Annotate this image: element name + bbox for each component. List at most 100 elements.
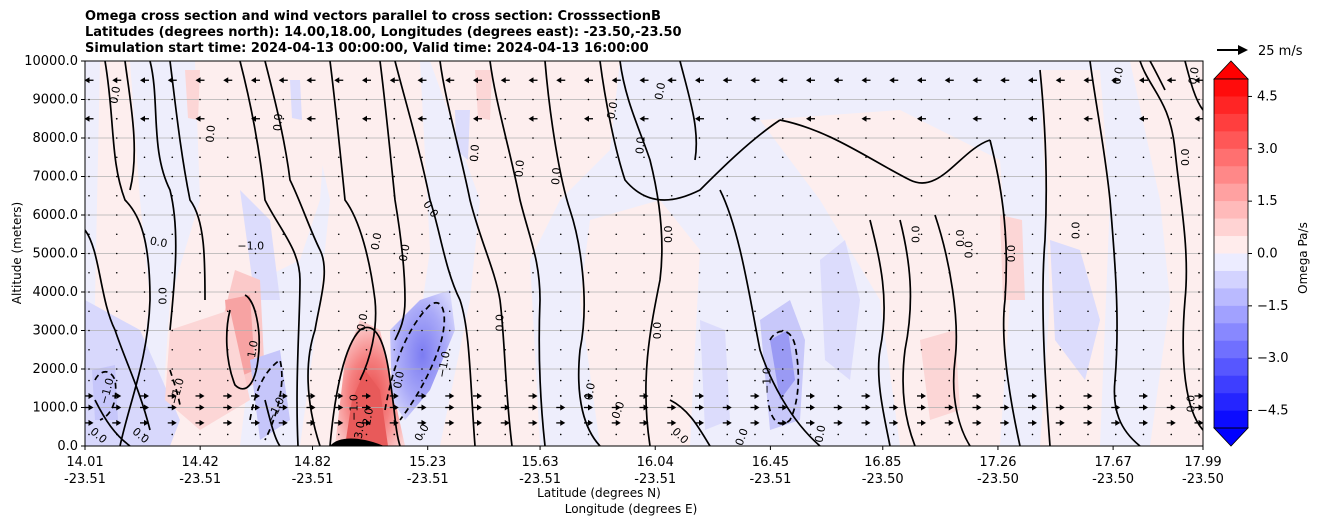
wind-vector [976,368,978,370]
wind-vector [226,310,229,313]
wind-vector [1142,348,1145,351]
wind-vector [365,368,368,370]
wind-vector [754,329,756,332]
wind-vector [282,98,285,101]
wind-vector [1114,98,1117,101]
wind-vector [1059,117,1062,120]
wind-vector-head [532,392,538,399]
wind-vector [532,194,534,197]
wind-vector [310,310,312,313]
wind-vector [282,117,285,120]
wind-vector [670,291,673,293]
wind-vector [532,175,534,178]
wind-vector-head [1194,115,1200,122]
wind-vector [88,291,90,293]
wind-vector [1059,214,1062,216]
wind-vector [171,291,174,293]
colorbar-tick-label: −3.0 [1257,351,1289,366]
wind-vector [1003,368,1006,370]
wind-vector [504,368,507,370]
wind-vector [88,156,90,159]
wind-vector [421,329,423,332]
wind-vector [1059,271,1062,274]
wind-vector [88,310,90,313]
contour-label: −1.0 [435,350,452,379]
wind-vector [1142,214,1145,216]
wind-vector-head [1170,419,1176,426]
wind-vector [226,175,229,178]
wind-vector [1114,156,1117,159]
contour-label: 0.0 [652,81,668,100]
wind-vector-head [195,77,201,84]
wind-vector [976,348,978,351]
wind-vector [1114,368,1117,370]
wind-vector [1170,271,1173,274]
wind-vectors [84,77,1204,436]
wind-vector [754,233,756,236]
wind-vector [310,194,312,197]
y-tick-label: 5000.0 [33,247,79,262]
wind-vector [88,379,90,382]
wind-vector [1114,252,1117,255]
wind-vector [809,252,812,255]
wind-vector [837,310,840,313]
wind-vector [310,137,312,139]
wind-vector-head [1028,77,1033,84]
wind-vector [615,194,618,197]
wind-vector [143,310,146,313]
wind-vector-head [251,115,256,122]
wind-vector [920,291,923,293]
wind-vector [754,98,756,101]
wind-vector [698,233,701,236]
wind-vector [559,252,562,255]
wind-vector [226,98,229,101]
colorbar: 4.5 3.0 1.5 0.0 −1.5 −3.0 −4.5 Omega Pa/s [1213,60,1310,447]
wind-vector [115,233,118,236]
wind-vector [199,348,201,351]
wind-vector [1170,98,1173,101]
wind-vector [282,271,285,274]
wind-vector [809,329,812,332]
wind-vector [1198,433,1200,436]
wind-vector [421,291,423,293]
wind-vector [587,137,590,139]
wind-vector [809,214,812,216]
wind-vector [1031,137,1034,139]
wind-vector [1031,348,1034,351]
wind-vector [393,175,396,178]
wind-vector [337,368,340,370]
wind-vector [1198,194,1200,197]
wind-vector [865,137,867,139]
contour-label: 0.0 [954,229,967,247]
wind-vector [976,271,978,274]
wind-vector [282,252,285,255]
wind-vector [643,194,645,197]
wind-vector-head [615,419,621,426]
colorbar-max-extension [1213,60,1249,80]
wind-vector [948,379,951,382]
wind-vector [948,98,951,101]
wind-vector-head [643,404,649,411]
wind-vector [948,252,951,255]
wind-vector [837,329,840,332]
contour-label: 0.0 [1186,66,1202,85]
wind-vector [1031,156,1034,159]
wind-vector [254,137,257,139]
wind-vector-head [140,115,145,122]
wind-vector [1170,433,1173,436]
chart-title-line-2: Latitudes (degrees north): 14.00,18.00, … [85,25,682,40]
wind-vector [1031,310,1034,313]
wind-vector [365,433,368,436]
wind-vector [698,175,701,178]
wind-vector [587,329,590,332]
wind-vector [504,117,507,120]
wind-vector [587,368,590,370]
wind-vector-head [334,77,340,84]
wind-vector-head [1055,77,1061,84]
wind-vector [948,194,951,197]
wind-vector-head [477,392,482,399]
wind-vector [559,329,562,332]
wind-vector [115,348,118,351]
wind-vector [698,214,701,216]
